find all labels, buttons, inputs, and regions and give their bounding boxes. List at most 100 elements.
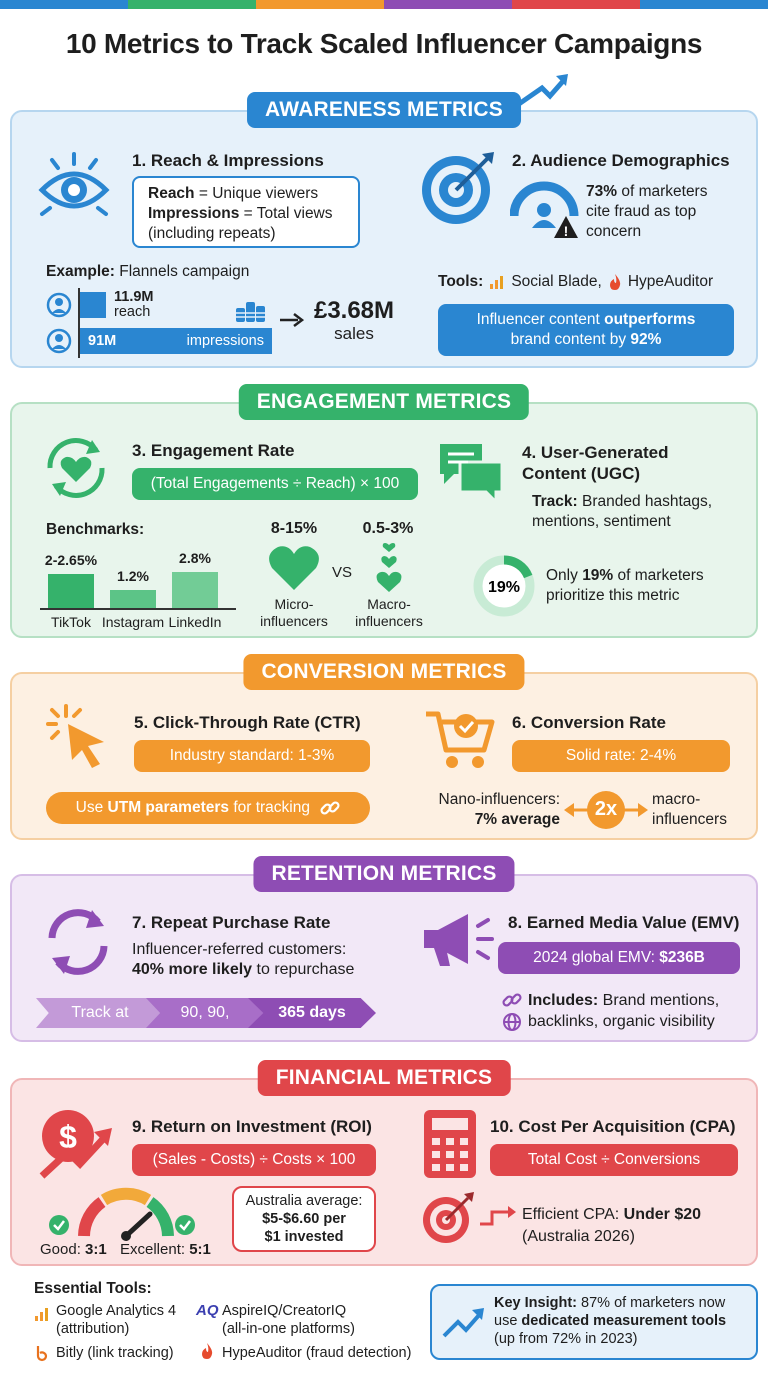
benchmark-value: 2.8% (179, 550, 211, 566)
heart-cycle-icon (47, 438, 105, 498)
benchmark-platform: LinkedIn (168, 614, 222, 630)
double-arrow-icon (564, 791, 648, 829)
flame-icon (609, 274, 620, 290)
tracking-chevrons: Track at 90, 90, 365 days (36, 998, 376, 1028)
calculator-icon (424, 1110, 476, 1178)
awareness-pill: AWARENESS METRICS (247, 92, 521, 128)
megaphone-icon (424, 914, 494, 966)
example-label: Example: Flannels campaign (46, 263, 250, 280)
essential-tools: Essential Tools: Google Analytics 4 (attr… (34, 1280, 424, 1370)
impressions-bar: 91M impressions (80, 328, 272, 354)
micro-value: 8-15% (270, 520, 318, 537)
australia-average-callout: Australia average: $5-$6.60 per $1 investe… (232, 1186, 376, 1252)
chart-axis-line (78, 288, 80, 358)
elbow-arrow-icon (480, 1206, 516, 1226)
outperform-banner: Influencer content outperforms brand con… (438, 304, 734, 356)
emv-value: 2024 global EMV: $236B (498, 942, 740, 974)
awareness-section: AWARENESS METRICS 1. Reach & Impressions… (10, 74, 758, 368)
reach-definition-box: Reach = Unique viewers Impressions = Tot… (132, 176, 360, 248)
bar-chart-icon (490, 276, 504, 289)
efficient-cpa: Efficient CPA: Under $20 (Australia 2026) (522, 1206, 702, 1245)
platform-bar-chart: 2-2.65% TikTok 1.2% Instagram 2.8% LinkedIn (40, 540, 236, 632)
multiplier: 2x (594, 798, 618, 820)
fraud-warning-icon: ! (510, 181, 579, 239)
user-icon (46, 292, 72, 318)
tool-item: Google Analytics 4 (attribution) (56, 1303, 177, 1337)
link-icon (502, 993, 522, 1007)
nano-stat: Nano-influencers: 7% average (438, 791, 560, 828)
bitly-icon (36, 1346, 48, 1362)
tool-item: AspireIQ/CreatorIQ (all-in-one platforms) (222, 1303, 355, 1337)
engagement-pill: ENGAGEMENT METRICS (238, 384, 530, 420)
roi-gauge (78, 1187, 174, 1241)
check-icon (175, 1215, 195, 1235)
impressions-term: Impressions (148, 205, 240, 222)
macro-label: Macro-influencers (355, 596, 423, 629)
utm-tip: Use UTM parameters for tracking (46, 792, 370, 824)
roi-good: Good: 3:1 (40, 1241, 107, 1258)
ugc-donut: 19% (473, 555, 535, 617)
top-color-strip (0, 0, 768, 9)
flame-icon (202, 1343, 213, 1359)
impressions-note: (including repeats) (148, 225, 276, 242)
cpa-formula: Total Cost ÷ Conversions (490, 1144, 738, 1176)
chevron-step: Track at (36, 998, 164, 1028)
link-icon (320, 801, 340, 815)
metric4-heading: 4. User-Generated Content (UGC) (522, 443, 669, 483)
metric5-heading: 5. Click-Through Rate (CTR) (134, 713, 361, 732)
conversion-section: CONVERSION METRICS 5. Click-Through Rate… (10, 654, 758, 840)
key-insight-box: Key Insight: 87% of marketers now use de… (430, 1284, 758, 1360)
roi-excellent: Excellent: 5:1 (120, 1241, 211, 1258)
metric7-heading: 7. Repeat Purchase Rate (132, 913, 331, 932)
reach-term: Reach (148, 185, 195, 202)
chat-bubbles-icon (440, 444, 504, 504)
metric3-heading: 3. Engagement Rate (132, 441, 295, 460)
benchmark-value: 2-2.65% (44, 552, 98, 568)
financial-pill: FINANCIAL METRICS (257, 1060, 511, 1096)
right-arrow-icon (280, 313, 304, 327)
metric2-heading: 2. Audience Demographics (512, 151, 730, 170)
reach-bar (80, 292, 106, 318)
repeat-stat: Influencer-referred customers: 40% more l… (132, 941, 355, 978)
benchmarks-label: Benchmarks: (46, 521, 145, 538)
ugc-track: Track: Branded hashtags, mentions, sentim… (532, 493, 713, 530)
tool-social-blade: Social Blade, (511, 273, 602, 290)
macro-compare: macro-influencers (652, 791, 727, 828)
tool-hypeauditor: HypeAuditor (627, 273, 714, 290)
insight-text: Key Insight: 87% of marketers now use de… (494, 1295, 727, 1347)
tool-item: Bitly (link tracking) (56, 1345, 174, 1361)
metric6-heading: 6. Conversion Rate (512, 713, 666, 732)
sales-word: sales (334, 324, 374, 343)
page-title: 10 Metrics to Track Scaled Influencer Ca… (65, 28, 703, 59)
sales-value: £3.68M (313, 297, 395, 324)
metric10-heading: 10. Cost Per Acquisition (CPA) (490, 1117, 736, 1136)
reach-def: = Unique viewers (194, 185, 319, 202)
dollar-growth-icon: $ (39, 1110, 112, 1179)
donut-fill (473, 555, 535, 617)
engagement-formula: (Total Engagements ÷ Reach) × 100 (132, 468, 418, 500)
metric9-heading: 9. Return on Investment (ROI) (132, 1117, 372, 1136)
refresh-icon (48, 909, 108, 975)
chevron-step: 365 days (248, 998, 376, 1028)
benchmark-bar (110, 590, 156, 608)
svg-text:!: ! (564, 223, 569, 239)
impressions-value: 91M (88, 333, 117, 349)
tools-label: Tools: (438, 273, 484, 290)
check-icon (49, 1215, 69, 1235)
solid-rate: Solid rate: 2-4% (512, 740, 730, 772)
cursor-click-icon (46, 704, 104, 768)
sales-block: £3.68M sales (304, 298, 404, 344)
benchmark-platform: TikTok (51, 614, 91, 630)
target-icon (422, 152, 494, 224)
target-icon (423, 1192, 474, 1243)
reach-value: 11.9M reach (114, 289, 154, 320)
metric1-heading: 1. Reach & Impressions (132, 151, 324, 170)
emv-includes: Includes: Brand mentions, backlinks, orga… (528, 992, 720, 1030)
small-hearts-icon (376, 543, 402, 592)
tools-row: Tools: Social Blade, HypeAuditor (438, 272, 713, 292)
coins-stack-icon (236, 302, 265, 322)
tool-item: HypeAuditor (fraud detection) (222, 1345, 412, 1361)
ctr-standard: Industry standard: 1-3% (134, 740, 370, 772)
financial-section: FINANCIAL METRICS $ 9. Return on Investm… (10, 1060, 758, 1266)
engagement-section: ENGAGEMENT METRICS 3. Engagement Rate (T… (10, 384, 758, 638)
